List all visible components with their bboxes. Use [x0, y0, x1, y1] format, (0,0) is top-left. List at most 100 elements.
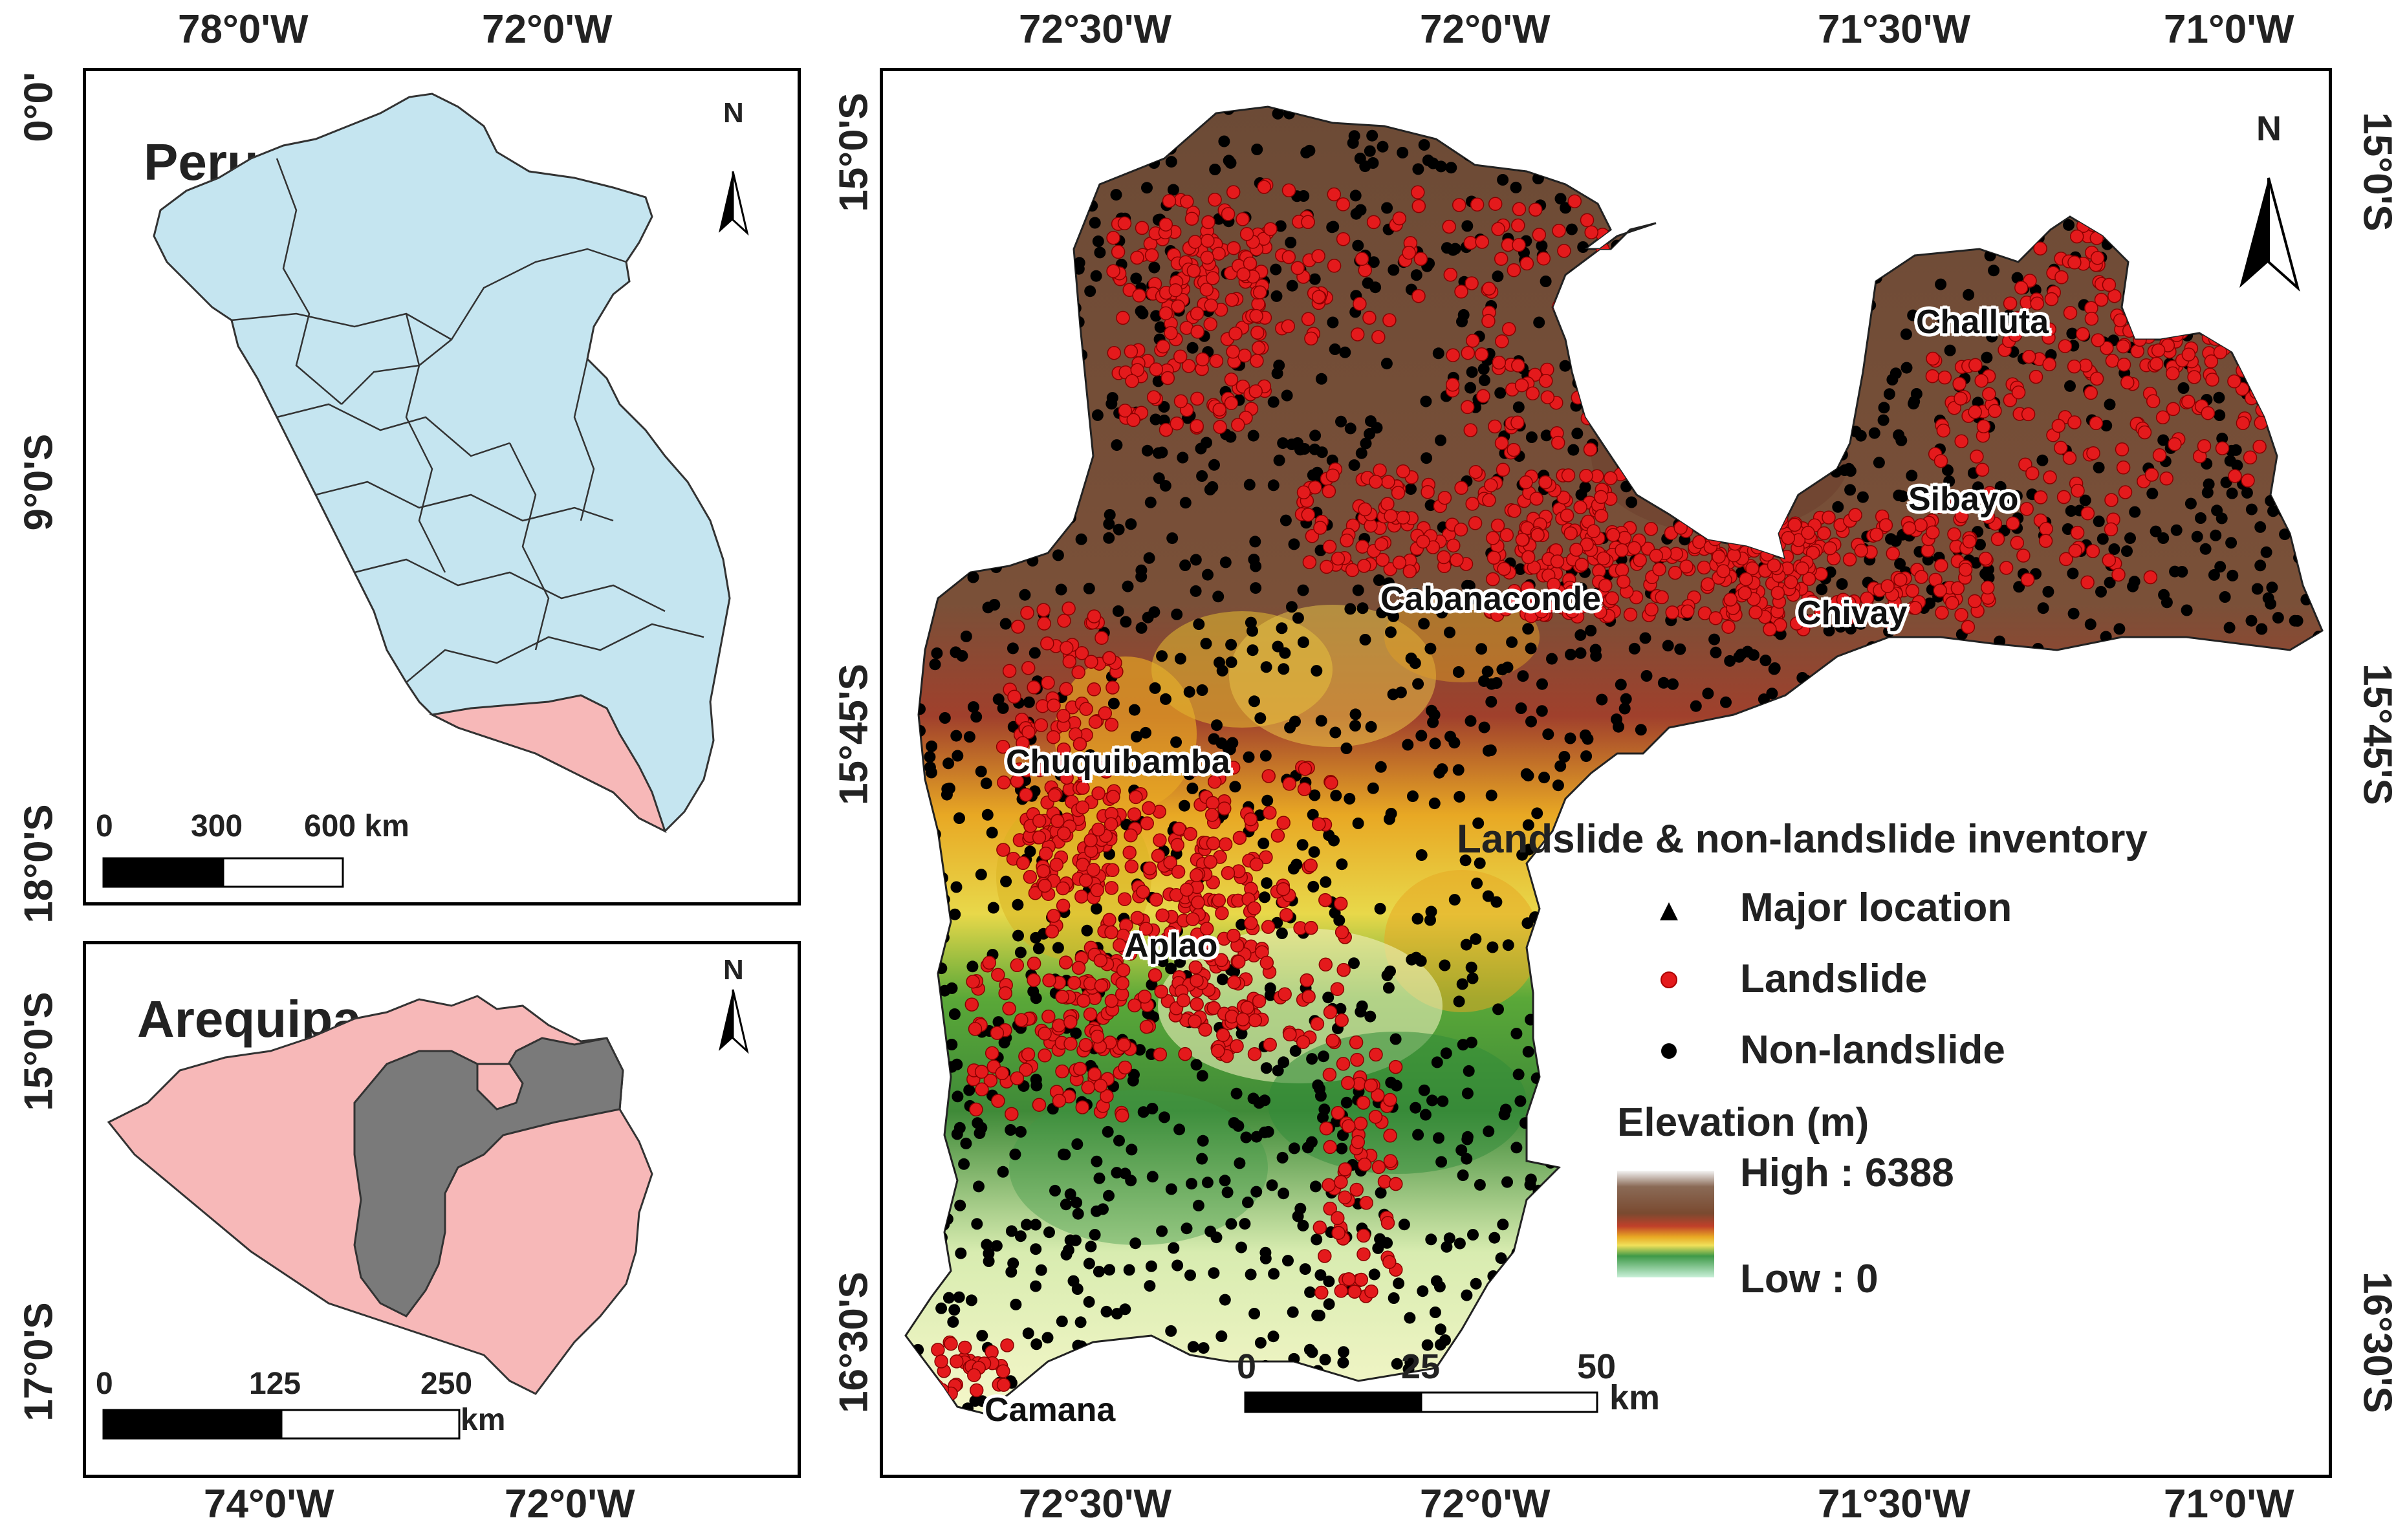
non-landslide-point: [2252, 1184, 2264, 1195]
non-landslide-point: [1258, 838, 1270, 850]
non-landslide-point: [1243, 751, 1255, 763]
non-landslide-point: [1712, 273, 1725, 285]
landslide-point: [1563, 526, 1578, 541]
non-landslide-point: [1288, 538, 1300, 550]
landslide-point: [1804, 614, 1818, 629]
non-landslide-point: [1566, 1246, 1578, 1258]
non-landslide-point: [1145, 1260, 1157, 1272]
non-landslide-point: [1836, 578, 1848, 590]
landslide-point: [2090, 251, 2105, 265]
non-landslide-point: [1201, 1177, 1214, 1189]
non-landslide-point: [1711, 252, 1723, 264]
non-landslide-point: [1569, 268, 1581, 281]
non-landslide-point: [2212, 163, 2223, 175]
non-landslide-point: [1847, 111, 1860, 122]
non-landslide-point: [1531, 807, 1543, 819]
non-landslide-point: [2285, 1094, 2298, 1107]
landslide-point: [2241, 473, 2255, 488]
non-landslide-point: [1708, 973, 1721, 985]
non-landslide-point: [2003, 656, 2016, 668]
non-landslide-point: [2217, 847, 2230, 860]
non-landslide-point: [1708, 112, 1720, 124]
non-landslide-point: [1521, 917, 1534, 929]
landslide-point: [1144, 248, 1159, 263]
non-landslide-point: [1726, 237, 1738, 249]
non-landslide-point: [1179, 559, 1192, 571]
non-landslide-point: [2182, 171, 2194, 184]
non-landslide-point: [2067, 607, 2080, 620]
non-landslide-point: [1737, 369, 1750, 382]
non-landslide-point: [1354, 153, 1366, 164]
non-landslide-point: [1626, 246, 1639, 259]
non-landslide-point: [2137, 1165, 2149, 1177]
landslide-point: [1202, 948, 1216, 963]
main-top-tick-2: 72°0'W: [1420, 7, 1551, 52]
non-landslide-point: [1525, 431, 1538, 443]
landslide-point: [1331, 551, 1345, 566]
non-landslide-point: [2322, 1331, 2332, 1343]
landslide-point: [1745, 532, 1759, 547]
non-landslide-point: [2214, 1151, 2226, 1164]
non-landslide-point: [2073, 771, 2086, 783]
non-landslide-point: [982, 602, 994, 614]
non-landslide-point: [1000, 505, 1012, 517]
non-landslide-point: [1832, 501, 1844, 513]
non-landslide-point: [906, 708, 912, 720]
non-landslide-point: [2095, 947, 2107, 959]
non-landslide-point: [976, 1395, 988, 1407]
non-landslide-point: [1277, 437, 1289, 450]
non-landslide-point: [1959, 1114, 1971, 1127]
non-landslide-point: [1181, 1222, 1193, 1235]
non-landslide-point: [1154, 321, 1166, 333]
non-landslide-point: [2187, 161, 2199, 173]
non-landslide-point: [1727, 306, 1739, 318]
landslide-point: [1371, 330, 1386, 344]
landslide-point: [2202, 233, 2217, 248]
non-landslide-point: [960, 465, 972, 477]
non-landslide-point: [1471, 877, 1483, 889]
non-landslide-point: [1536, 1089, 1548, 1101]
non-landslide-point: [1780, 303, 1792, 316]
non-landslide-point: [1230, 1087, 1243, 1100]
non-landslide-point: [1624, 322, 1637, 334]
landslide-point: [2006, 516, 2020, 530]
non-landslide-point: [1573, 1025, 1585, 1037]
non-landslide-point: [2117, 1132, 2129, 1144]
non-landslide-point: [1419, 1109, 1432, 1121]
non-landslide-point: [1465, 382, 1476, 394]
non-landslide-point: [2099, 719, 2111, 731]
non-landslide-point: [1329, 907, 1341, 919]
landslide-point: [1155, 908, 1170, 922]
non-landslide-point: [1611, 1039, 1623, 1051]
non-landslide-point: [1365, 721, 1377, 733]
landslide-point: [1860, 591, 1874, 606]
landslide-point: [1261, 920, 1276, 934]
non-landslide-point: [2153, 776, 2166, 788]
peru-top-tick-1: 78°0'W: [178, 7, 309, 52]
non-landslide-point: [1364, 1010, 1377, 1023]
non-landslide-point: [1088, 168, 1100, 180]
landslide-point: [1056, 742, 1071, 757]
non-landslide-point: [2172, 752, 2184, 764]
non-landslide-point: [1024, 420, 1036, 432]
landslide-point: [1805, 594, 1820, 609]
non-landslide-point: [1635, 1296, 1647, 1308]
non-landslide-point: [2009, 710, 2021, 722]
landslide-point: [1591, 263, 1606, 277]
non-landslide-point: [947, 1316, 959, 1328]
non-landslide-point: [2214, 1169, 2227, 1182]
landslide-point: [1071, 665, 1085, 680]
non-landslide-point: [1047, 396, 1059, 409]
non-landslide-point: [1618, 702, 1631, 715]
non-landslide-point: [1524, 1178, 1536, 1191]
landslide-point: [1556, 490, 1571, 504]
non-landslide-point: [922, 159, 934, 171]
non-landslide-point: [1984, 1406, 1996, 1413]
non-landslide-point: [1886, 252, 1898, 265]
non-landslide-point: [947, 107, 959, 117]
non-landslide-point: [2226, 149, 2238, 161]
landslide-point: [1056, 709, 1071, 723]
landslide-point: [1162, 193, 1177, 208]
landslide-point: [2033, 241, 2047, 255]
non-landslide-point: [2190, 710, 2201, 722]
